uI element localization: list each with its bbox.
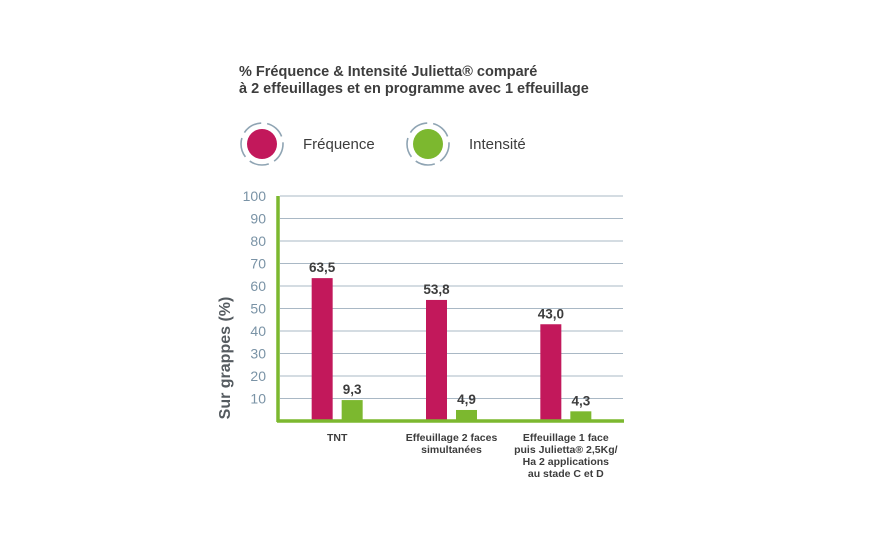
legend-item-frequence: Fréquence bbox=[240, 122, 375, 166]
y-tick-label: 70 bbox=[250, 256, 266, 272]
legend-label-intensite: Intensité bbox=[469, 136, 526, 153]
category-label-line: Effeuillage 1 face bbox=[523, 432, 609, 444]
bar-intensite bbox=[341, 400, 363, 421]
y-axis-label: Sur grappes (%) bbox=[217, 297, 234, 420]
category-label: Effeuillage 1 face puis Julietta® 2,5Kg/H… bbox=[514, 432, 618, 480]
category-label-line: Ha 2 applications bbox=[523, 456, 610, 468]
legend-item-intensite: Intensité bbox=[406, 122, 526, 166]
data-label: 43,0 bbox=[538, 306, 564, 321]
category-label-line: puis Julietta® 2,5Kg/ bbox=[514, 444, 618, 456]
legend-swatch-intensite bbox=[413, 129, 443, 159]
data-label: 63,5 bbox=[309, 260, 336, 275]
data-label: 4,9 bbox=[457, 392, 476, 407]
data-label: 4,3 bbox=[571, 393, 590, 408]
category-label-line: Effeuillage 2 faces bbox=[406, 432, 498, 444]
grid bbox=[280, 195, 623, 399]
bar-frequence bbox=[426, 299, 447, 421]
legend-swatch-frequence bbox=[247, 129, 277, 159]
category-label: Effeuillage 2 faces simultanées bbox=[406, 432, 498, 456]
y-tick-label: 100 bbox=[243, 188, 267, 204]
y-tick-labels: 10 20 30 40 50 60 70 80 90 100 bbox=[243, 188, 267, 407]
data-labels: 63,5 9,3 53,8 4,9 43,0 4,3 bbox=[309, 260, 591, 408]
category-label-line: au stade C et D bbox=[528, 468, 604, 480]
data-label: 53,8 bbox=[423, 282, 450, 297]
y-tick-label: 40 bbox=[250, 323, 266, 339]
y-tick-label: 80 bbox=[250, 233, 266, 249]
bars bbox=[311, 278, 592, 421]
category-label: TNT bbox=[327, 432, 348, 444]
bar-frequence bbox=[540, 324, 562, 421]
category-labels: TNT Effeuillage 2 faces simultanéesEffeuil… bbox=[327, 432, 618, 480]
y-tick-label: 60 bbox=[250, 278, 266, 294]
y-tick-label: 50 bbox=[250, 301, 266, 317]
category-label-line: simultanées bbox=[421, 444, 482, 456]
legend-ring-intensite bbox=[406, 122, 450, 166]
chart-title-line-2: à 2 effeuillages et en programme avec 1 … bbox=[239, 81, 589, 97]
y-tick-label: 10 bbox=[250, 391, 266, 407]
y-tick-label: 30 bbox=[250, 346, 266, 362]
legend-ring-frequence bbox=[240, 122, 284, 166]
chart-title-line-1: % Fréquence & Intensité Julietta® compar… bbox=[239, 64, 537, 80]
data-label: 9,3 bbox=[343, 382, 362, 397]
bar-intensite bbox=[570, 411, 592, 421]
y-tick-label: 90 bbox=[250, 211, 266, 227]
y-tick-label: 20 bbox=[250, 368, 266, 384]
bar-intensite bbox=[456, 409, 477, 421]
category-label-line: TNT bbox=[327, 432, 348, 444]
bar-frequence bbox=[311, 278, 333, 421]
legend: Fréquence Intensité bbox=[240, 122, 526, 166]
legend-label-frequence: Fréquence bbox=[303, 136, 375, 153]
